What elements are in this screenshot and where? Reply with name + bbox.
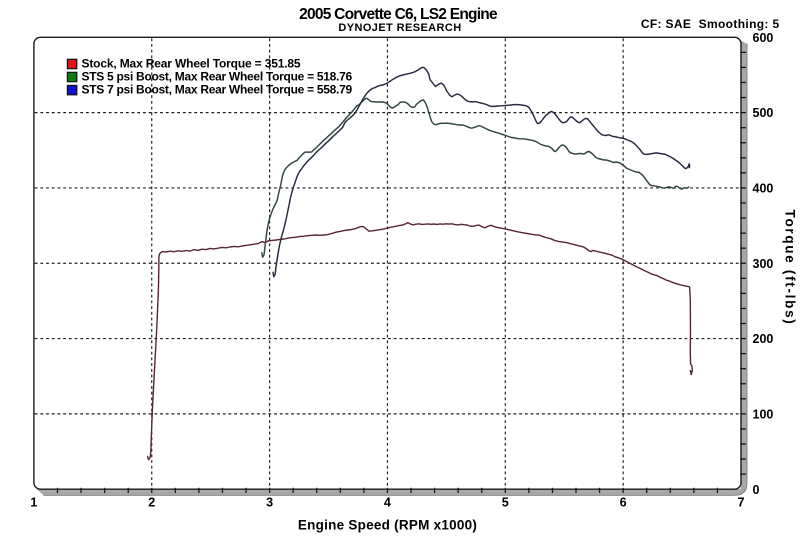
svg-text:CF: SAE Smoothing: 5: CF: SAE Smoothing: 5 xyxy=(641,17,780,31)
svg-text:Torque (ft-lbs): Torque (ft-lbs) xyxy=(783,210,798,326)
svg-text:2: 2 xyxy=(148,496,155,510)
svg-text:2005 Corvette C6, LS2 Engine: 2005 Corvette C6, LS2 Engine xyxy=(299,6,498,23)
svg-text:7: 7 xyxy=(737,496,744,510)
svg-text:300: 300 xyxy=(753,257,774,271)
svg-text:STS 7 psi Boost, Max Rear Whee: STS 7 psi Boost, Max Rear Wheel Torque =… xyxy=(82,83,353,97)
svg-text:5: 5 xyxy=(502,496,509,510)
svg-text:600: 600 xyxy=(753,31,774,45)
svg-text:100: 100 xyxy=(753,408,774,422)
svg-text:3: 3 xyxy=(266,496,273,510)
svg-text:200: 200 xyxy=(753,332,774,346)
svg-text:4: 4 xyxy=(384,496,391,510)
svg-text:500: 500 xyxy=(753,106,774,120)
svg-text:0: 0 xyxy=(753,483,760,497)
svg-text:DYNOJET RESEARCH: DYNOJET RESEARCH xyxy=(338,22,461,34)
svg-text:Engine Speed (RPM x1000): Engine Speed (RPM x1000) xyxy=(298,518,477,533)
svg-text:Stock, Max Rear Wheel Torque =: Stock, Max Rear Wheel Torque = 351.85 xyxy=(82,57,301,71)
svg-text:400: 400 xyxy=(753,182,774,196)
svg-text:1: 1 xyxy=(30,496,37,510)
svg-text:STS 5 psi Boost, Max Rear Whee: STS 5 psi Boost, Max Rear Wheel Torque =… xyxy=(82,70,353,84)
svg-text:6: 6 xyxy=(620,496,627,510)
